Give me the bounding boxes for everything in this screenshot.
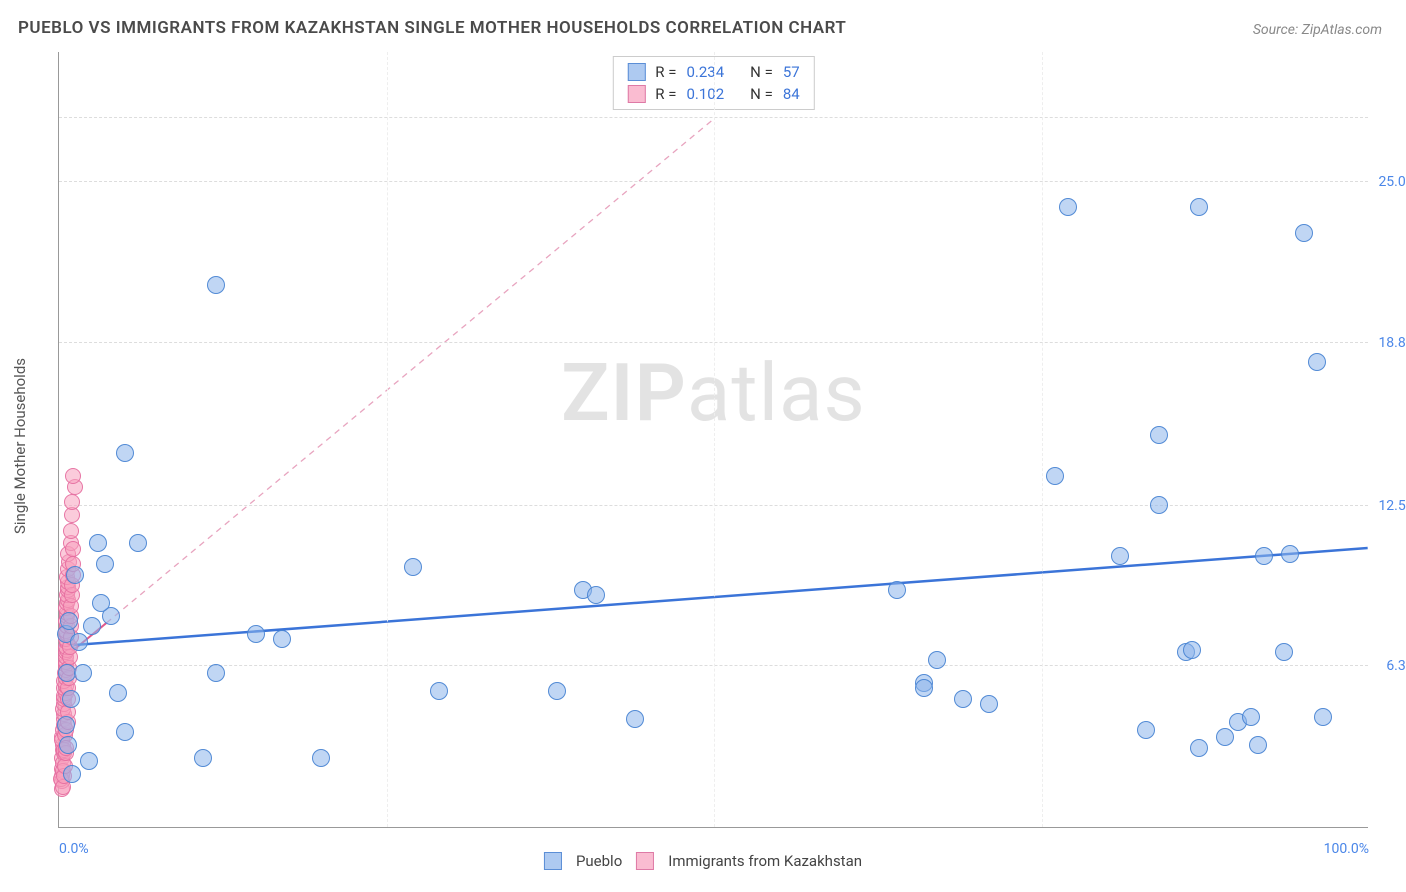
- y-axis-tick: 18.8%: [1372, 335, 1406, 351]
- stat-r-value: 0.102: [686, 85, 724, 103]
- data-point: [888, 581, 906, 599]
- data-point: [57, 716, 75, 734]
- data-point: [194, 749, 212, 767]
- data-point: [1111, 547, 1129, 565]
- data-point: [1059, 198, 1077, 216]
- data-point: [207, 276, 225, 294]
- trend-line: [106, 119, 713, 623]
- data-point: [430, 682, 448, 700]
- data-point: [1150, 426, 1168, 444]
- chart-title: PUEBLO VS IMMIGRANTS FROM KAZAKHSTAN SIN…: [18, 18, 846, 38]
- data-point: [1216, 728, 1234, 746]
- data-point: [83, 617, 101, 635]
- data-point: [626, 710, 644, 728]
- data-point: [548, 682, 566, 700]
- chart-plot-area: ZIPatlas R =0.234N =57R =0.102N =84 6.3%…: [58, 52, 1368, 828]
- data-point: [1314, 708, 1332, 726]
- data-point: [109, 684, 127, 702]
- stat-n-value: 57: [783, 63, 800, 81]
- data-point: [1137, 721, 1155, 739]
- legend-label: Immigrants from Kazakhstan: [668, 852, 862, 870]
- stat-r-value: 0.234: [686, 63, 724, 81]
- data-point: [980, 695, 998, 713]
- legend-swatch: [636, 852, 654, 870]
- x-axis-tick: 100.0%: [1324, 841, 1369, 857]
- data-point: [62, 690, 80, 708]
- data-point: [1249, 736, 1267, 754]
- data-point: [116, 723, 134, 741]
- data-point: [1308, 353, 1326, 371]
- data-point: [92, 594, 110, 612]
- data-point: [273, 630, 291, 648]
- data-point: [65, 541, 81, 557]
- grid-line-v: [714, 52, 715, 827]
- data-point: [74, 664, 92, 682]
- data-point: [60, 612, 78, 630]
- data-point: [404, 558, 422, 576]
- data-point: [587, 586, 605, 604]
- data-point: [65, 468, 81, 484]
- stat-n-label: N =: [750, 63, 773, 81]
- source-label: Source: ZipAtlas.com: [1253, 22, 1382, 38]
- data-point: [915, 679, 933, 697]
- stat-n-label: N =: [750, 85, 773, 103]
- data-point: [96, 555, 114, 573]
- data-point: [1183, 641, 1201, 659]
- data-point: [116, 444, 134, 462]
- y-axis-tick: 25.0%: [1372, 174, 1406, 190]
- data-point: [89, 534, 107, 552]
- data-point: [63, 765, 81, 783]
- data-point: [1190, 739, 1208, 757]
- data-point: [80, 752, 98, 770]
- data-point: [1275, 643, 1293, 661]
- stat-n-value: 84: [783, 85, 800, 103]
- data-point: [954, 690, 972, 708]
- grid-line-v: [387, 52, 388, 827]
- data-point: [1255, 547, 1273, 565]
- data-point: [66, 566, 84, 584]
- stat-r-label: R =: [655, 85, 676, 103]
- data-point: [63, 523, 79, 539]
- data-point: [64, 494, 80, 510]
- grid-line-v: [1042, 52, 1043, 827]
- stat-r-label: R =: [655, 63, 676, 81]
- data-point: [1281, 545, 1299, 563]
- data-point: [312, 749, 330, 767]
- data-point: [129, 534, 147, 552]
- y-axis-label: Single Mother Households: [11, 358, 29, 534]
- data-point: [1046, 467, 1064, 485]
- y-axis-tick: 6.3%: [1372, 658, 1406, 674]
- data-point: [247, 625, 265, 643]
- y-axis-tick: 12.5%: [1372, 498, 1406, 514]
- legend-swatch: [627, 63, 645, 81]
- x-axis-tick: 0.0%: [59, 841, 89, 857]
- data-point: [207, 664, 225, 682]
- data-point: [1295, 224, 1313, 242]
- data-point: [1150, 496, 1168, 514]
- data-point: [59, 736, 77, 754]
- legend-swatch: [627, 85, 645, 103]
- data-point: [928, 651, 946, 669]
- data-point: [1242, 708, 1260, 726]
- legend-label: Pueblo: [576, 852, 622, 870]
- data-point: [70, 633, 88, 651]
- data-point: [1190, 198, 1208, 216]
- series-legend: Pueblo Immigrants from Kazakhstan: [544, 852, 862, 870]
- legend-swatch: [544, 852, 562, 870]
